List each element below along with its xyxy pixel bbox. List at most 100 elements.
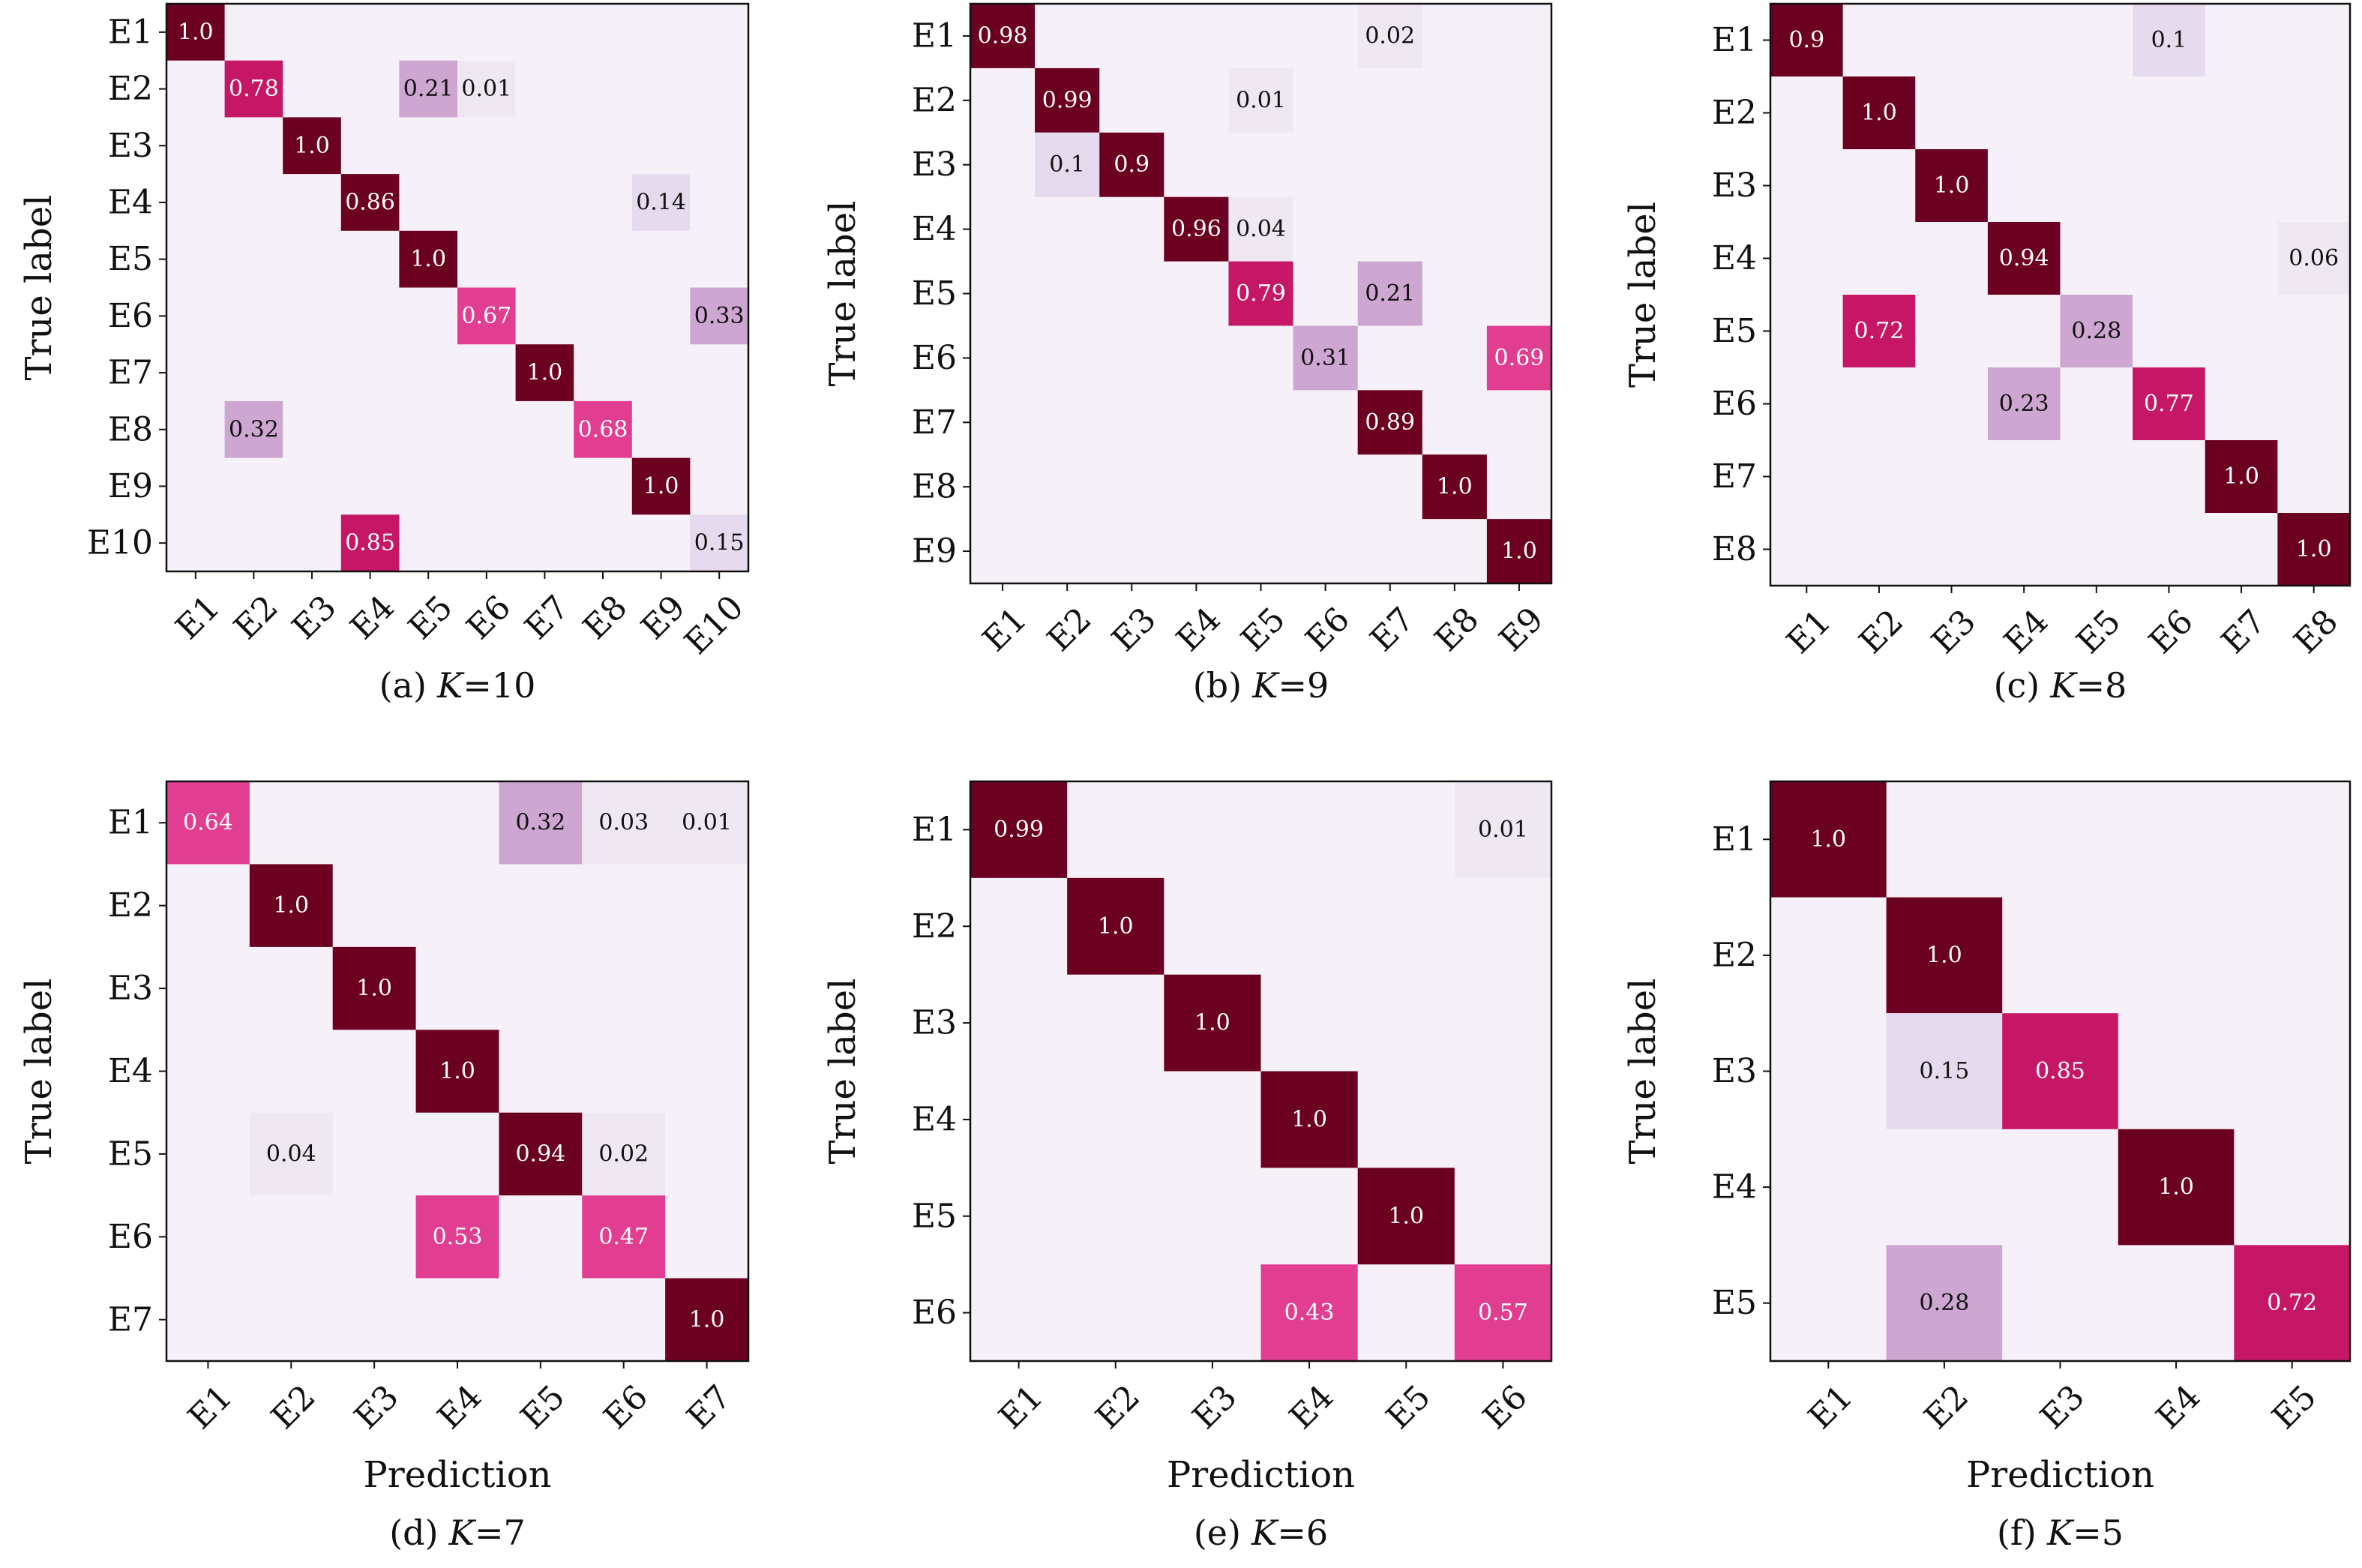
y-tick-label: E1	[912, 811, 957, 849]
x-tick-label: E8	[1428, 600, 1487, 659]
cell-value-label: 0.47	[598, 1224, 649, 1250]
x-tick-label: E7	[517, 588, 577, 647]
y-tick-label: E2	[912, 907, 957, 946]
cell-value-label: 0.99	[1042, 87, 1093, 113]
x-tick-label: E9	[1492, 600, 1551, 659]
panel-caption: (b) K=9	[1193, 665, 1329, 706]
confusion-matrix-panel: 0.99 0.01 1.0 1.0 1.0 1.0 0.43 0.57 E1 E2 E3 E4 E5 E6…	[822, 780, 1553, 1553]
cell-value-label: 1.0	[1194, 1010, 1230, 1036]
x-tick-label: E5	[2070, 602, 2129, 661]
panel-caption: (d) K=7	[389, 1513, 526, 1553]
matrix-cell	[2234, 1245, 2350, 1361]
cell-value-label: 1.0	[527, 360, 563, 386]
cell-value-label: 0.43	[1284, 1300, 1335, 1326]
x-tick-label: E6	[2142, 602, 2201, 661]
y-tick-label: E4	[1712, 239, 1757, 277]
cell-value-label: 0.28	[1920, 1290, 1970, 1316]
y-tick-label: E5	[912, 1197, 957, 1235]
matrix-cell	[415, 1030, 499, 1113]
x-tick-label: E4	[343, 588, 402, 647]
y-axis-label: True label	[1622, 202, 1664, 388]
y-tick-label: E3	[1712, 166, 1757, 205]
matrix-cell	[582, 1195, 666, 1279]
x-tick-label: E2	[1917, 1378, 1977, 1437]
matrix-cell	[1228, 67, 1293, 133]
x-axis-label: Prediction	[1167, 1454, 1355, 1496]
cell-value-label: 0.15	[1920, 1058, 1970, 1084]
matrix-cell	[399, 60, 457, 118]
y-tick-label: E5	[1712, 1284, 1757, 1322]
matrix-cell	[1293, 325, 1358, 391]
y-tick-label: E3	[108, 127, 153, 165]
y-tick-label: E1	[108, 804, 153, 842]
x-tick-label: E2	[226, 588, 286, 647]
cell-value-label: 0.31	[1300, 345, 1350, 371]
matrix-cell	[1486, 519, 1551, 583]
cell-value-label: 0.15	[694, 530, 745, 556]
matrix-cell	[970, 4, 1036, 68]
y-tick-label: E2	[108, 70, 153, 108]
matrix-cell	[1357, 1168, 1455, 1265]
x-tick-label: E5	[1379, 1378, 1438, 1437]
cell-value-label: 0.01	[1236, 87, 1286, 113]
cell-value-label: 0.02	[598, 1141, 649, 1167]
y-tick-label: E7	[108, 354, 153, 392]
y-tick-label: E2	[912, 81, 957, 119]
cell-value-label: 1.0	[1388, 1203, 1424, 1229]
caption-panel-letter: (f)	[1997, 1513, 2037, 1553]
matrix-cell	[574, 400, 632, 458]
matrix-cell	[224, 60, 283, 118]
cell-value-label: 0.06	[2289, 245, 2339, 271]
x-tick-label: E7	[2214, 602, 2274, 661]
x-tick-label: E5	[401, 588, 460, 647]
matrix-cell	[1228, 261, 1293, 326]
y-tick-label: E9	[108, 467, 153, 505]
y-tick-label: E1	[912, 16, 957, 55]
y-tick-label: E8	[108, 410, 153, 448]
x-tick-label: E6	[460, 588, 519, 647]
caption-panel-letter: (b)	[1193, 665, 1242, 706]
y-tick-label: E4	[1712, 1168, 1757, 1207]
cell-value-label: 0.89	[1365, 409, 1415, 436]
panel-caption: (f) K=5	[1997, 1513, 2124, 1553]
matrix-cell	[1842, 295, 1916, 367]
matrix-cell	[1260, 1071, 1358, 1168]
cell-value-label: 0.72	[1854, 318, 1905, 344]
y-tick-label: E6	[108, 1218, 153, 1256]
cell-value-label: 1.0	[178, 19, 214, 45]
cell-value-label: 0.85	[2035, 1058, 2085, 1084]
y-tick-label: E6	[912, 1294, 957, 1332]
matrix-cell	[690, 287, 748, 345]
cell-value-label: 1.0	[1437, 474, 1473, 500]
caption-value: =6	[1277, 1513, 1328, 1553]
matrix-cell	[457, 60, 516, 118]
matrix-cell	[1422, 454, 1487, 520]
matrix-cell	[2277, 222, 2350, 295]
y-tick-label: E7	[912, 403, 957, 442]
y-tick-label: E4	[108, 183, 153, 221]
matrix-cell	[1357, 4, 1422, 68]
matrix-cell	[2118, 1129, 2235, 1246]
x-tick-label: E5	[514, 1378, 573, 1437]
y-tick-label: E4	[912, 1100, 957, 1138]
panel-caption: (e) K=6	[1194, 1513, 1328, 1553]
matrix-cell	[1099, 132, 1165, 197]
cell-value-label: 0.94	[515, 1141, 565, 1167]
cell-value-label: 0.02	[1365, 22, 1415, 49]
x-tick-label: E4	[1997, 602, 2056, 661]
cell-value-label: 0.21	[1365, 280, 1415, 307]
matrix-cell	[1260, 1264, 1358, 1361]
cell-value-label: 0.03	[598, 810, 649, 836]
cell-value-label: 0.53	[433, 1224, 483, 1250]
cell-value-label: 0.21	[403, 76, 454, 102]
x-tick-label: E3	[285, 588, 344, 647]
confusion-matrix-panel: 0.98 0.02 0.99 0.01 0.1 0.9 0.96 0.04 0.79 0.21 0.…	[822, 2, 1553, 706]
cell-value-label: 1.0	[439, 1058, 475, 1084]
cell-value-label: 1.0	[1861, 100, 1897, 126]
matrix-cell	[283, 117, 341, 175]
plot-frame	[165, 2, 750, 573]
matrix-cell	[1357, 261, 1422, 326]
matrix-cell	[1164, 196, 1229, 262]
x-tick-label: E5	[1233, 600, 1293, 659]
